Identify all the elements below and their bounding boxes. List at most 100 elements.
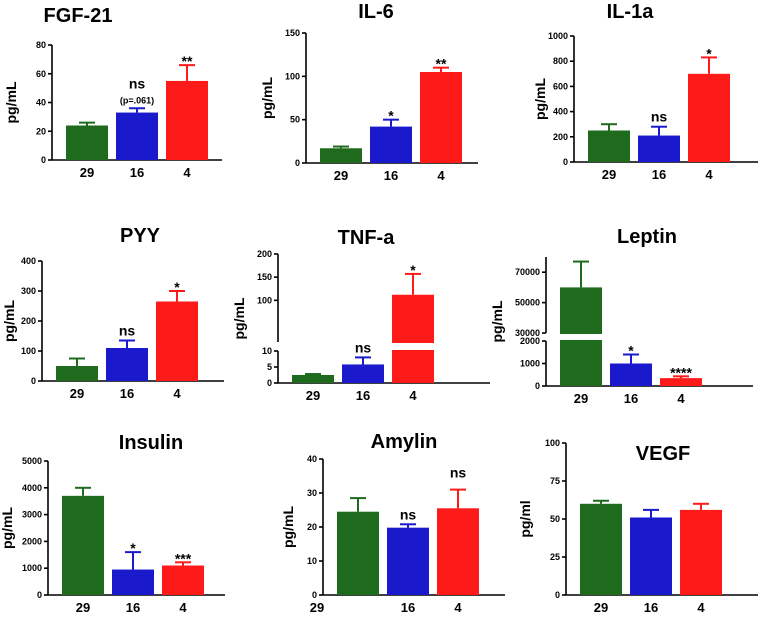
- significance-label: *: [388, 108, 394, 124]
- bar-29: [292, 375, 334, 383]
- x-tick-label: 16: [120, 386, 134, 401]
- y-tick-label: 1000: [520, 359, 540, 369]
- chart-title: FGF-21: [44, 5, 113, 27]
- y-tick-label: 3000: [22, 510, 42, 520]
- bar-4: [166, 80, 208, 160]
- y-tick-label: 70000: [515, 267, 540, 277]
- y-tick-label: 30: [307, 488, 317, 498]
- chart-title: PYY: [120, 225, 161, 247]
- y-axis-label: pg/mL: [1, 300, 17, 342]
- significance-label: ns: [651, 109, 668, 125]
- bar-29: [56, 366, 98, 381]
- y-tick-label: 50: [550, 514, 560, 524]
- y-tick-label: 0: [535, 381, 540, 391]
- chart-panel-insulin: Insulin pg/mL 0 1000 2000 3000 4000 5000 29 16 * 4 *…: [0, 432, 225, 615]
- significance-label: ***: [175, 550, 192, 566]
- bar-16: [116, 112, 158, 160]
- significance-label: ns: [400, 506, 417, 522]
- y-axis-label: pg/mL: [0, 507, 15, 549]
- chart-title: Insulin: [119, 432, 183, 454]
- y-tick-label: 100: [545, 438, 560, 448]
- y-tick-label: 10: [262, 346, 272, 356]
- y-axis-label: pg/mL: [532, 78, 548, 120]
- y-tick-label: 50000: [515, 298, 540, 308]
- x-tick-label: 16: [130, 165, 144, 180]
- chart-panel-tnf-a: TNF-a pg/mL 0 5 10 100 150 200 29 16 ns 4 *: [231, 227, 490, 403]
- significance-label: *: [706, 45, 712, 61]
- x-tick-label: 29: [310, 600, 324, 615]
- y-axis-label: pg/ml: [517, 500, 533, 537]
- y-tick-label: 400: [553, 107, 568, 117]
- y-tick-label: 100: [285, 71, 300, 81]
- y-tick-label: 300: [21, 286, 36, 296]
- x-tick-label: 4: [183, 165, 191, 180]
- y-tick-label: 100: [257, 295, 272, 305]
- bar-16: [342, 364, 384, 383]
- bar-29: [320, 148, 362, 163]
- x-tick-label: 16: [356, 388, 370, 403]
- p-value-label: (p=.061): [120, 95, 154, 105]
- y-tick-label: 5000: [22, 456, 42, 466]
- y-tick-label: 200: [553, 132, 568, 142]
- x-tick-label: 16: [384, 168, 398, 183]
- y-tick-label: 2000: [22, 536, 42, 546]
- y-tick-label: 40: [307, 454, 317, 464]
- y-tick-label: 0: [37, 590, 42, 600]
- x-tick-label: 4: [437, 168, 445, 183]
- y-axis-label: pg/mL: [259, 77, 275, 119]
- bar-4: [437, 508, 479, 595]
- y-tick-label: 50: [290, 115, 300, 125]
- bar-16: [106, 348, 148, 381]
- chart-title: Amylin: [371, 431, 438, 453]
- chart-title: Leptin: [617, 226, 677, 248]
- chart-panel-amylin: Amylin pg/mL 0 10 20 30 40 29 16 ns 4 ns: [280, 431, 505, 615]
- y-tick-label: 0: [563, 157, 568, 167]
- y-tick-label: 0: [555, 590, 560, 600]
- x-tick-label: 29: [594, 600, 608, 615]
- chart-title: IL-6: [358, 1, 394, 23]
- y-tick-label: 4000: [22, 483, 42, 493]
- x-tick-label: 29: [80, 165, 94, 180]
- x-tick-label: 4: [179, 600, 187, 615]
- bar-4: [162, 565, 204, 595]
- y-tick-label: 5: [267, 362, 272, 372]
- y-axis-label: pg/mL: [3, 81, 19, 123]
- significance-label: ns: [355, 339, 372, 355]
- x-tick-label: 29: [334, 168, 348, 183]
- y-tick-label: 150: [285, 28, 300, 38]
- chart-panel-fgf-21: FGF-21 pg/mL 0 20 40 60 80 29 16 ns (p=.061) 4 **: [3, 5, 222, 180]
- significance-label: **: [182, 53, 193, 69]
- y-tick-label: 30000: [515, 328, 540, 338]
- x-tick-label: 4: [454, 600, 462, 615]
- bar-4: [156, 301, 198, 381]
- y-tick-label: 0: [31, 376, 36, 386]
- y-axis-label: pg/mL: [280, 506, 296, 548]
- x-tick-label: 29: [76, 600, 90, 615]
- y-axis-label: pg/mL: [231, 297, 247, 339]
- significance-label: **: [436, 56, 447, 72]
- significance-label: *: [410, 262, 416, 278]
- y-tick-label: 10: [307, 556, 317, 566]
- bar-4: [688, 73, 730, 162]
- y-tick-label: 80: [36, 40, 46, 50]
- x-tick-label: 29: [306, 388, 320, 403]
- y-tick-label: 600: [553, 81, 568, 91]
- y-tick-label: 150: [257, 272, 272, 282]
- y-tick-label: 200: [257, 249, 272, 259]
- bar-16: [610, 363, 652, 386]
- x-tick-label: 16: [644, 600, 658, 615]
- chart-panel-pyy: PYY pg/mL 0 100 200 300 400 29 16 ns 4 *: [1, 225, 224, 401]
- y-tick-label: 60: [36, 69, 46, 79]
- chart-title: TNF-a: [338, 227, 396, 249]
- x-tick-label: 29: [70, 386, 84, 401]
- chart-title: VEGF: [636, 443, 690, 465]
- bar-29: [588, 130, 630, 162]
- x-tick-label: 29: [602, 167, 616, 182]
- bar-29: [66, 125, 108, 160]
- bar-4: [392, 294, 434, 383]
- y-tick-label: 20: [307, 522, 317, 532]
- y-tick-label: 400: [21, 256, 36, 266]
- y-tick-label: 0: [267, 378, 272, 388]
- y-tick-label: 0: [41, 155, 46, 165]
